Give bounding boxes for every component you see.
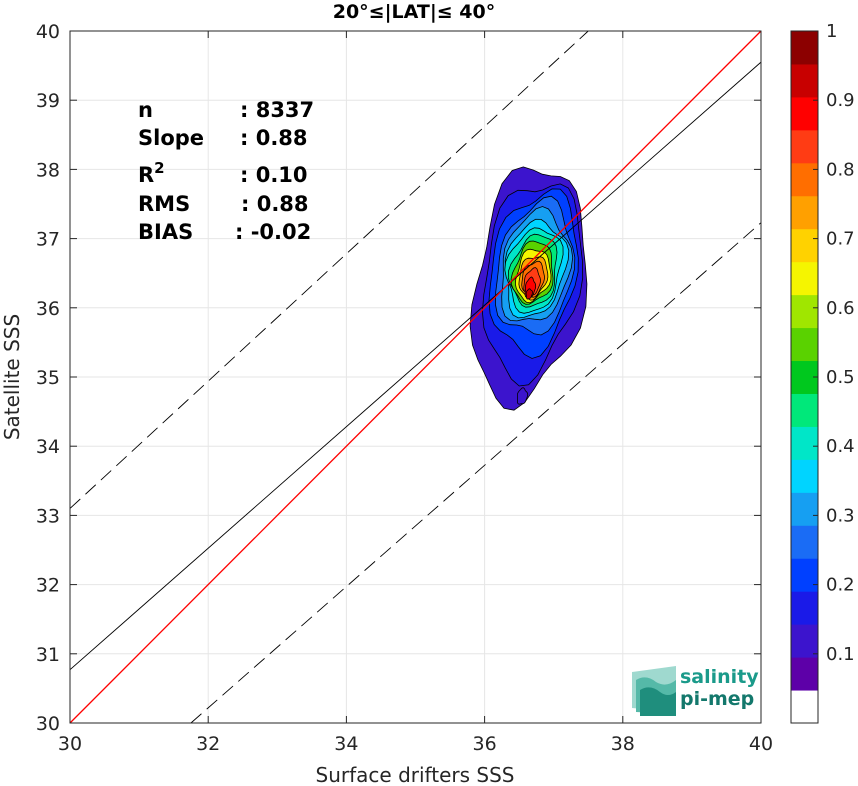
fit-line <box>69 61 762 671</box>
colorbar-tick-label: 0.2 <box>826 575 855 596</box>
identity-line <box>69 30 762 724</box>
stat-value: : 0.88 <box>240 126 308 150</box>
colorbar-tick-label: 0.4 <box>826 436 855 457</box>
y-tick-label: 35 <box>36 367 60 389</box>
y-tick-label: 36 <box>36 298 60 320</box>
y-axis-label: Satellite SSS <box>0 314 24 440</box>
colorbar-segment <box>791 426 818 460</box>
colorbar-tick-label: 1 <box>826 21 837 42</box>
colorbar-tick-label: 0.8 <box>826 159 855 180</box>
stat-label: Slope <box>138 126 204 150</box>
stat-label: BIAS <box>138 220 193 244</box>
stat-value: : 0.88 <box>241 192 309 216</box>
y-tick-label: 39 <box>36 90 60 112</box>
colorbar-segment <box>791 525 818 559</box>
stat-value: : 8337 <box>240 98 314 122</box>
logo-line2: pi-mep <box>680 688 754 710</box>
colorbar-tick-label: 0.9 <box>826 90 855 111</box>
colorbar: 0.1 0.2 0.3 0.4 0.5 0.6 0.7 0.8 0.9 1 <box>790 21 855 724</box>
x-tick-label: 40 <box>749 733 773 755</box>
x-axis-ticks: 30 32 34 36 38 40 <box>58 31 773 755</box>
contour-level-15 <box>525 288 533 300</box>
colorbar-segment <box>791 195 818 230</box>
y-tick-label: 33 <box>36 505 60 527</box>
envelope-line <box>69 30 589 509</box>
y-tick-label: 38 <box>36 159 60 181</box>
colorbar-segment <box>791 96 818 131</box>
colorbar-segment <box>791 327 818 362</box>
contour-tail <box>517 387 529 405</box>
y-tick-label: 30 <box>36 713 60 735</box>
colorbar-tick-label: 0.6 <box>826 298 855 319</box>
density-contours <box>469 166 588 411</box>
colorbar-segment <box>791 63 818 98</box>
x-axis-label: Surface drifters SSS <box>316 763 515 786</box>
colorbar-segment <box>791 624 818 658</box>
colorbar-segment <box>791 294 818 329</box>
colorbar-segment <box>791 459 818 493</box>
x-tick-label: 36 <box>473 733 497 755</box>
envelope-line <box>190 222 762 724</box>
stat-label: n <box>138 98 153 122</box>
colorbar-segment <box>791 31 818 65</box>
x-tick-label: 34 <box>334 733 358 755</box>
y-axis-ticks: 30 31 32 33 34 35 36 37 38 39 40 <box>36 21 761 735</box>
salinity-pi-mep-logo: salinity pi-mep <box>632 666 759 716</box>
x-tick-label: 38 <box>611 733 635 755</box>
colorbar-segment <box>791 129 818 164</box>
y-tick-label: 40 <box>36 21 60 43</box>
colorbar-tick-label: 0.3 <box>826 505 855 526</box>
colorbar-segment <box>791 591 818 625</box>
colorbar-segment <box>791 393 818 427</box>
colorbar-segment <box>791 690 818 724</box>
colorbar-segment <box>791 492 818 526</box>
y-tick-label: 34 <box>36 436 60 458</box>
colorbar-segment <box>791 657 818 691</box>
statistics-box: n : 8337 Slope : 0.88 R2 : 0.10 RMS : 0.88 BIAS:… <box>138 98 314 244</box>
y-tick-label: 37 <box>36 229 60 251</box>
colorbar-tick-label: 0.1 <box>826 644 855 665</box>
colorbar-tick-label: 0.5 <box>826 367 855 388</box>
stat-value: : -0.02 <box>235 220 311 244</box>
colorbar-segment <box>791 228 818 263</box>
colorbar-segment <box>791 162 818 197</box>
stat-label: RMS <box>138 192 190 216</box>
y-tick-label: 31 <box>36 644 60 666</box>
reference-lines <box>69 30 762 724</box>
chart-title: 20°≤|LAT|≤ 40° <box>333 1 496 23</box>
logo-line1: salinity <box>680 666 759 688</box>
x-tick-label: 32 <box>196 733 220 755</box>
logo-waves-icon <box>632 666 676 716</box>
colorbar-tick-label: 0.7 <box>826 229 855 250</box>
stat-value: : 0.10 <box>240 163 308 187</box>
x-tick-label: 30 <box>58 733 82 755</box>
colorbar-segment <box>791 558 818 592</box>
colorbar-segment <box>791 261 818 296</box>
y-tick-label: 32 <box>36 575 60 597</box>
stat-label: R2 <box>138 159 165 187</box>
